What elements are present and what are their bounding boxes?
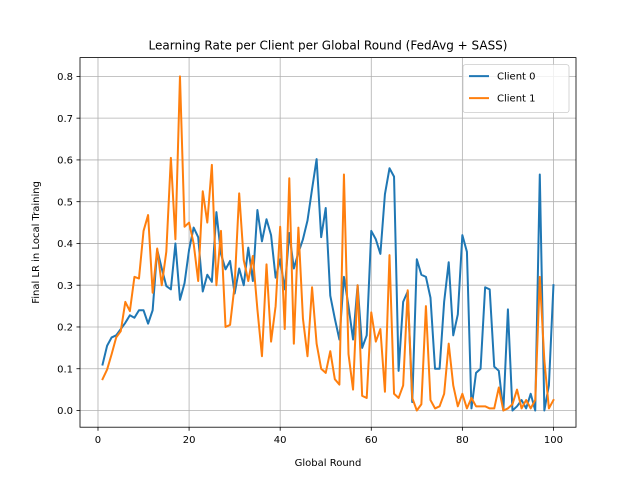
y-tick-label: 0.8 xyxy=(57,72,73,83)
legend: Client 0 Client 1 xyxy=(462,64,570,113)
series-group xyxy=(101,75,555,412)
x-tick-label: 60 xyxy=(365,435,378,446)
y-tick-label: 0.3 xyxy=(57,281,73,292)
legend-label-client-1: Client 1 xyxy=(497,94,536,105)
y-axis-label: Final LR in Local Training xyxy=(31,181,42,304)
y-tick-label: 0.7 xyxy=(57,114,73,125)
x-tick-label: 20 xyxy=(183,435,196,446)
y-tick-label: 0.1 xyxy=(57,364,73,375)
chart-title: Learning Rate per Client per Global Roun… xyxy=(149,39,508,53)
x-tick-label: 80 xyxy=(456,435,469,446)
series-line-client-0 xyxy=(101,158,555,412)
series-line-client-1 xyxy=(101,75,555,412)
axis-ticks: 0 20 40 60 80 100 0.0 0.1 0.2 0.3 0.4 0.5 0.6 0.7 0.8 xyxy=(57,72,563,446)
x-axis-label: Global Round xyxy=(295,458,362,469)
y-tick-label: 0.0 xyxy=(57,406,73,417)
legend-label-client-0: Client 0 xyxy=(497,72,536,83)
y-tick-label: 0.2 xyxy=(57,323,73,334)
y-tick-label: 0.5 xyxy=(57,197,73,208)
y-tick-label: 0.6 xyxy=(57,156,73,167)
legend-box xyxy=(462,64,570,113)
x-tick-label: 40 xyxy=(274,435,287,446)
x-tick-label: 100 xyxy=(544,435,563,446)
plot-area xyxy=(79,57,577,428)
x-tick-label: 0 xyxy=(95,435,101,446)
y-tick-label: 0.4 xyxy=(57,239,73,250)
